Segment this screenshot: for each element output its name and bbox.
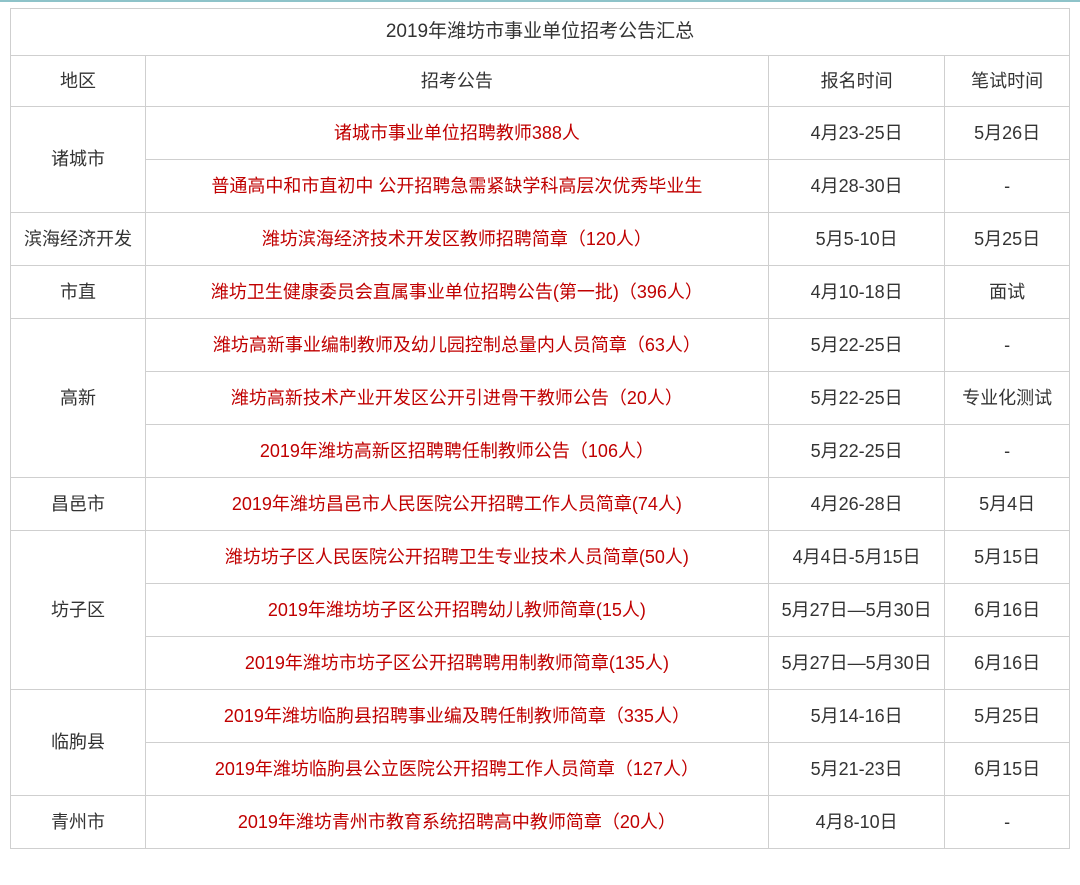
exam-cell: 面试 [945,266,1070,319]
table-title-row: 2019年潍坊市事业单位招考公告汇总 [11,9,1070,56]
notice-cell: 普通高中和市直初中 公开招聘急需紧缺学科高层次优秀毕业生 [145,160,768,213]
table-row: 滨海经济开发 潍坊滨海经济技术开发区教师招聘简章（120人） 5月5-10日5月25… [11,213,1070,266]
exam-cell: 5月4日 [945,478,1070,531]
exam-cell: - [945,319,1070,372]
notice-link[interactable]: 2019年潍坊坊子区公开招聘幼儿教师简章(15人) [268,598,646,622]
table-header-row: 地区 招考公告 报名时间 笔试时间 [11,56,1070,107]
col-header-exam: 笔试时间 [945,56,1070,107]
signup-cell: 4月26-28日 [768,478,944,531]
exam-cell: 5月26日 [945,107,1070,160]
table-row: 临朐县2019年潍坊临朐县招聘事业编及聘任制教师简章（335人）5月14-16日… [11,690,1070,743]
notice-link[interactable]: 潍坊高新技术产业开发区公开引进骨干教师公告（20人） [231,386,683,410]
table-row: 2019年潍坊市坊子区公开招聘聘用制教师简章(135人) 5月27日—5月30日6… [11,637,1070,690]
region-cell: 坊子区 [11,531,146,690]
signup-cell: 4月8-10日 [768,796,944,849]
exam-cell: - [945,796,1070,849]
exam-cell: 6月16日 [945,637,1070,690]
region-cell: 青州市 [11,796,146,849]
signup-cell: 4月4日-5月15日 [768,531,944,584]
region-cell: 高新 [11,319,146,478]
notice-cell: 潍坊坊子区人民医院公开招聘卫生专业技术人员简章(50人) [145,531,768,584]
exam-cell: 5月25日 [945,213,1070,266]
region-cell: 临朐县 [11,690,146,796]
notice-cell: 潍坊高新事业编制教师及幼儿园控制总量内人员简章（63人） [145,319,768,372]
signup-cell: 4月23-25日 [768,107,944,160]
notice-link[interactable]: 潍坊高新事业编制教师及幼儿园控制总量内人员简章（63人） [213,333,701,357]
exam-cell: 6月16日 [945,584,1070,637]
notice-cell: 2019年潍坊高新区招聘聘任制教师公告（106人） [145,425,768,478]
notice-cell: 诸城市事业单位招聘教师388人 [145,107,768,160]
exam-cell: 专业化测试 [945,372,1070,425]
signup-cell: 5月22-25日 [768,372,944,425]
notice-cell: 2019年潍坊坊子区公开招聘幼儿教师简章(15人) [145,584,768,637]
table-title: 2019年潍坊市事业单位招考公告汇总 [11,9,1070,56]
signup-cell: 5月14-16日 [768,690,944,743]
notice-link[interactable]: 潍坊卫生健康委员会直属事业单位招聘公告(第一批)（396人） [211,280,703,304]
table-row: 高新潍坊高新事业编制教师及幼儿园控制总量内人员简章（63人）5月22-25日- [11,319,1070,372]
signup-cell: 5月27日—5月30日 [768,637,944,690]
region-cell: 滨海经济开发 [11,213,146,266]
col-header-notice: 招考公告 [145,56,768,107]
table-row: 潍坊高新技术产业开发区公开引进骨干教师公告（20人） 5月22-25日专业化测试 [11,372,1070,425]
signup-cell: 5月5-10日 [768,213,944,266]
signup-cell: 4月10-18日 [768,266,944,319]
recruitment-table: 2019年潍坊市事业单位招考公告汇总 地区 招考公告 报名时间 笔试时间 诸城市… [10,8,1070,849]
region-cell: 诸城市 [11,107,146,213]
notice-cell: 潍坊卫生健康委员会直属事业单位招聘公告(第一批)（396人） [145,266,768,319]
exam-cell: 6月15日 [945,743,1070,796]
table-row: 2019年潍坊高新区招聘聘任制教师公告（106人） 5月22-25日- [11,425,1070,478]
notice-cell: 2019年潍坊昌邑市人民医院公开招聘工作人员简章(74人) [145,478,768,531]
region-cell: 市直 [11,266,146,319]
notice-link[interactable]: 2019年潍坊高新区招聘聘任制教师公告（106人） [260,439,654,463]
notice-link[interactable]: 2019年潍坊临朐县公立医院公开招聘工作人员简章（127人） [215,757,699,781]
table-row: 青州市 2019年潍坊青州市教育系统招聘高中教师简章（20人） 4月8-10日- [11,796,1070,849]
table-row: 2019年潍坊坊子区公开招聘幼儿教师简章(15人) 5月27日—5月30日6月16… [11,584,1070,637]
signup-cell: 5月27日—5月30日 [768,584,944,637]
exam-cell: 5月25日 [945,690,1070,743]
table-row: 诸城市诸城市事业单位招聘教师388人4月23-25日5月26日 [11,107,1070,160]
signup-cell: 5月21-23日 [768,743,944,796]
notice-cell: 2019年潍坊青州市教育系统招聘高中教师简章（20人） [145,796,768,849]
notice-cell: 2019年潍坊临朐县公立医院公开招聘工作人员简章（127人） [145,743,768,796]
col-header-signup: 报名时间 [768,56,944,107]
notice-link[interactable]: 普通高中和市直初中 公开招聘急需紧缺学科高层次优秀毕业生 [211,174,702,198]
exam-cell: - [945,425,1070,478]
region-cell: 昌邑市 [11,478,146,531]
notice-link[interactable]: 2019年潍坊临朐县招聘事业编及聘任制教师简章（335人） [224,704,690,728]
table-row: 2019年潍坊临朐县公立医院公开招聘工作人员简章（127人） 5月21-23日6月… [11,743,1070,796]
exam-cell: - [945,160,1070,213]
notice-link[interactable]: 诸城市事业单位招聘教师388人 [334,121,580,145]
signup-cell: 5月22-25日 [768,425,944,478]
notice-cell: 潍坊高新技术产业开发区公开引进骨干教师公告（20人） [145,372,768,425]
notice-cell: 2019年潍坊市坊子区公开招聘聘用制教师简章(135人) [145,637,768,690]
exam-cell: 5月15日 [945,531,1070,584]
col-header-region: 地区 [11,56,146,107]
notice-link[interactable]: 潍坊坊子区人民医院公开招聘卫生专业技术人员简章(50人) [225,545,689,569]
notice-cell: 2019年潍坊临朐县招聘事业编及聘任制教师简章（335人） [145,690,768,743]
table-row: 普通高中和市直初中 公开招聘急需紧缺学科高层次优秀毕业生 4月28-30日- [11,160,1070,213]
notice-link[interactable]: 2019年潍坊市坊子区公开招聘聘用制教师简章(135人) [245,651,669,675]
signup-cell: 5月22-25日 [768,319,944,372]
table-row: 昌邑市 2019年潍坊昌邑市人民医院公开招聘工作人员简章(74人) 4月26-28日… [11,478,1070,531]
notice-link[interactable]: 潍坊滨海经济技术开发区教师招聘简章（120人） [262,227,652,251]
notice-cell: 潍坊滨海经济技术开发区教师招聘简章（120人） [145,213,768,266]
notice-link[interactable]: 2019年潍坊昌邑市人民医院公开招聘工作人员简章(74人) [232,492,682,516]
signup-cell: 4月28-30日 [768,160,944,213]
table-container: 2019年潍坊市事业单位招考公告汇总 地区 招考公告 报名时间 笔试时间 诸城市… [0,0,1080,859]
table-row: 坊子区潍坊坊子区人民医院公开招聘卫生专业技术人员简章(50人)4月4日-5月15… [11,531,1070,584]
table-row: 市直 潍坊卫生健康委员会直属事业单位招聘公告(第一批)（396人） 4月10-18日… [11,266,1070,319]
notice-link[interactable]: 2019年潍坊青州市教育系统招聘高中教师简章（20人） [238,810,676,834]
